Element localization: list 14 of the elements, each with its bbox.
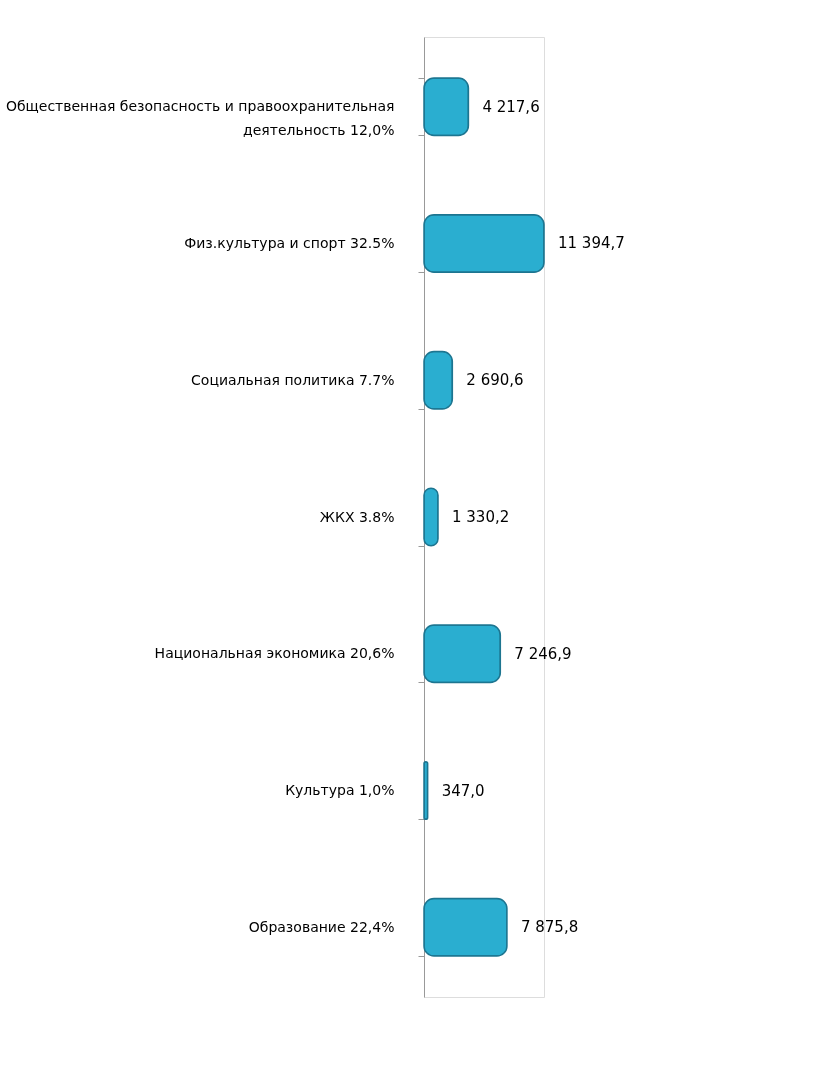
y-tick-label: Национальная экономика 20,6%	[154, 645, 395, 662]
y-tick-label: Физ.культура и спорт 32.5%	[184, 235, 395, 251]
data-label: 347,0	[441, 781, 485, 800]
y-tick-label: Социальная политика 7.7%	[191, 371, 395, 388]
y-tick-label: Общественная безопасность и правоохранительная деятельность 12,0%	[5, 98, 395, 139]
y-tick-label: Культура 1,0%	[285, 782, 395, 798]
data-label: 2 690,6	[466, 371, 524, 390]
y-tick-label: Образование 22,4%	[248, 918, 395, 935]
data-label: 4 217,6	[482, 97, 540, 116]
data-label: 11 394,7	[558, 234, 625, 253]
data-label: 7 246,9	[514, 644, 572, 663]
data-label: 1 330,2	[452, 508, 510, 526]
y-tick-label: ЖКХ 3.8%	[319, 508, 395, 525]
data-label: 7 875,8	[520, 918, 579, 937]
